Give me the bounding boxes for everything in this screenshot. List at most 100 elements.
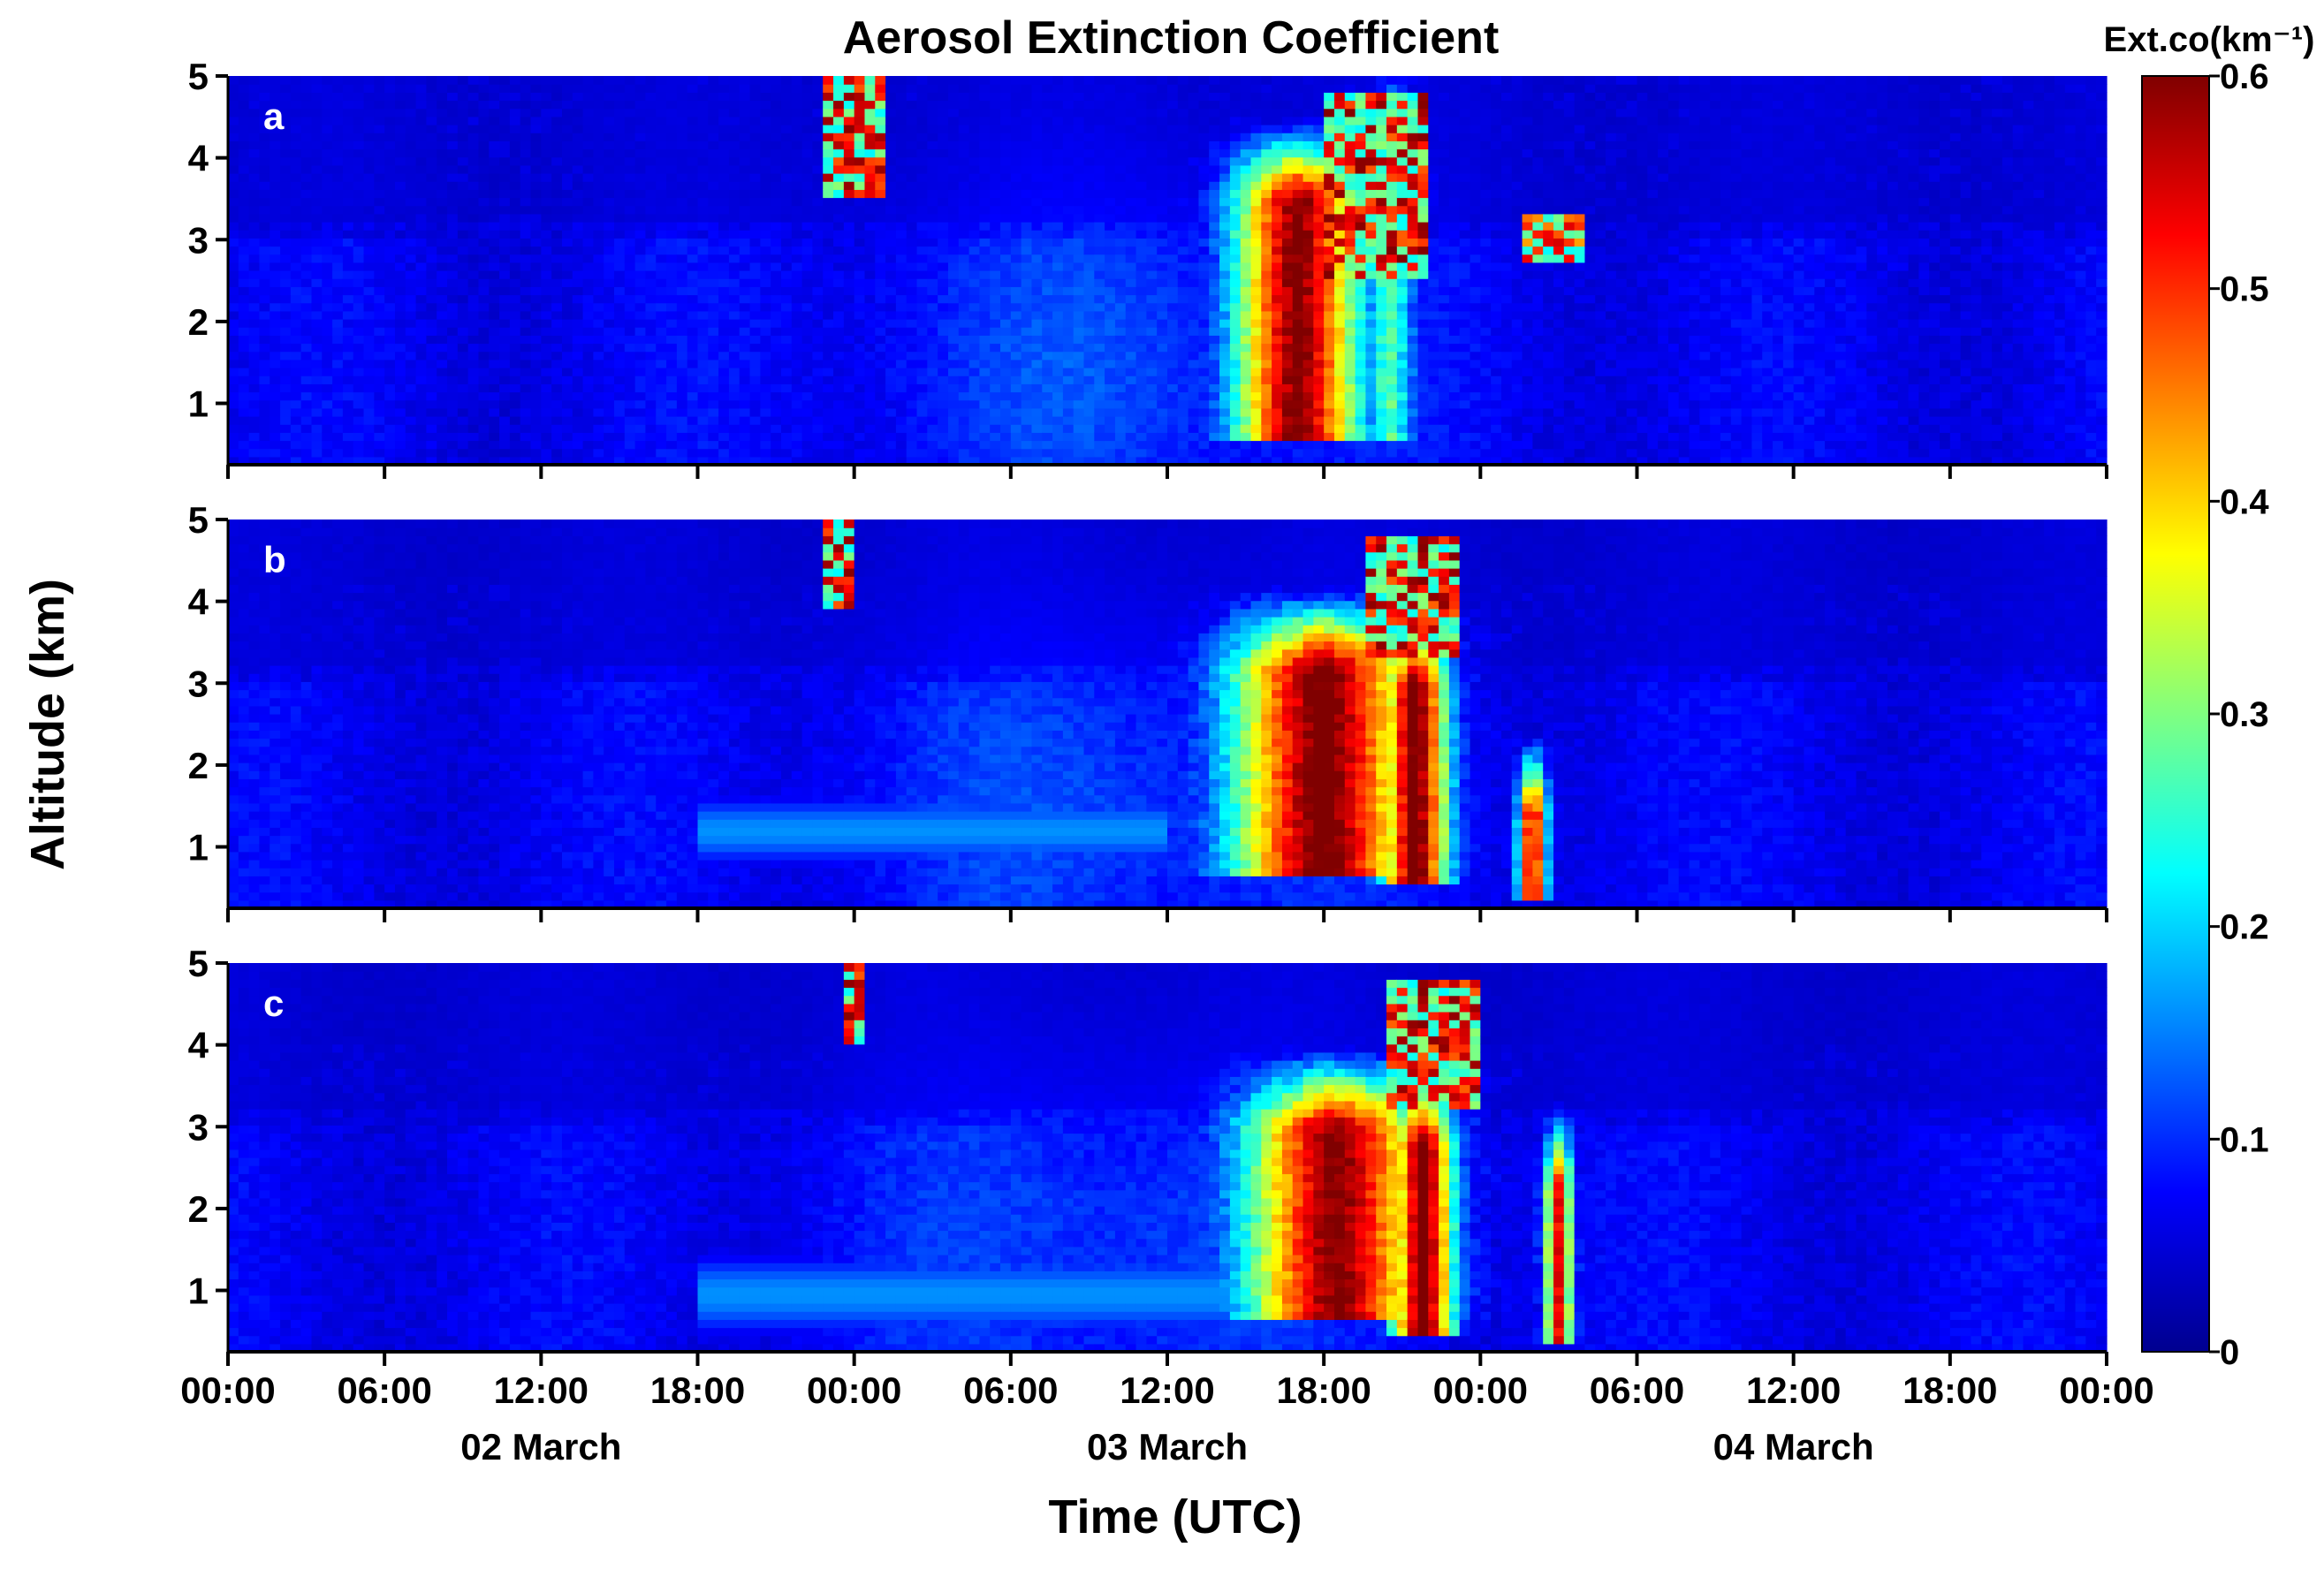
heatmap-cell (1083, 383, 1095, 393)
heatmap-cell (593, 302, 604, 312)
heatmap-cell (708, 133, 719, 141)
heatmap-cell (1177, 270, 1189, 279)
heatmap-cell (1052, 197, 1064, 207)
heatmap-cell (342, 359, 354, 368)
heatmap-cell (541, 254, 552, 263)
heatmap-cell (947, 189, 960, 199)
heatmap-cell (1146, 440, 1158, 450)
heatmap-cell (938, 440, 949, 450)
heatmap-cell (718, 76, 730, 85)
heatmap-cell (708, 108, 719, 118)
heatmap-cell (322, 399, 333, 409)
heatmap-cell (697, 270, 709, 279)
heatmap-cell (499, 343, 511, 353)
heatmap-cell (1135, 343, 1147, 353)
heatmap-cell (259, 432, 270, 442)
heatmap-cell (739, 164, 751, 174)
heatmap-cell (280, 319, 292, 328)
heatmap-cell (833, 100, 845, 110)
heatmap-cell (363, 351, 375, 360)
heatmap-cell (1281, 189, 1294, 199)
heatmap-cell (1261, 92, 1272, 102)
heatmap-cell (791, 238, 803, 247)
heatmap-cell (374, 133, 385, 141)
heatmap-cell (864, 222, 876, 231)
heatmap-cell (530, 456, 542, 466)
heatmap-cell (780, 343, 793, 353)
heatmap-cell (300, 343, 313, 353)
heatmap-cell (645, 148, 657, 158)
heatmap-cell (1021, 125, 1033, 133)
heatmap-cell (728, 173, 740, 182)
heatmap-cell (238, 76, 250, 85)
heatmap-cell (478, 76, 490, 85)
heatmap-cell (1000, 368, 1012, 376)
heatmap-cell (947, 213, 960, 223)
heatmap-cell (823, 432, 834, 442)
heatmap-cell (322, 391, 333, 401)
heatmap-cell (248, 156, 261, 166)
heatmap-cell (478, 125, 490, 133)
heatmap-cell (1229, 92, 1242, 102)
heatmap-cell (614, 270, 626, 279)
heatmap-cell (1031, 319, 1043, 328)
heatmap-cell (666, 343, 678, 353)
heatmap-cell (489, 156, 500, 166)
heatmap-cell (938, 108, 949, 118)
heatmap-cell (561, 383, 573, 393)
heatmap-cell (656, 133, 667, 141)
heatmap-cell (968, 238, 980, 247)
heatmap-cell (780, 156, 793, 166)
heatmap-cell (958, 108, 970, 118)
heatmap-cell (1261, 254, 1272, 263)
heatmap-cell (353, 368, 365, 376)
heatmap-cell (1198, 92, 1210, 102)
heatmap-cell (875, 133, 886, 141)
heatmap-cell (1094, 140, 1105, 150)
heatmap-cell (854, 173, 866, 182)
heatmap-cell (947, 148, 960, 158)
heatmap-cell (1135, 100, 1147, 110)
heatmap-cell (248, 270, 261, 279)
heatmap-cell (1135, 173, 1147, 182)
heatmap-cell (426, 116, 437, 125)
heatmap-cell (1105, 92, 1116, 102)
heatmap-cell (791, 456, 803, 466)
heatmap-cell (1188, 456, 1200, 466)
heatmap-cell (342, 294, 354, 304)
heatmap-cell (280, 173, 292, 182)
heatmap-cell (1105, 335, 1116, 345)
heatmap-cell (1010, 148, 1022, 158)
heatmap-cell (823, 351, 834, 360)
heatmap-cell (228, 116, 239, 125)
heatmap-cell (1229, 238, 1242, 247)
heatmap-cell (582, 262, 594, 271)
heatmap-cell (676, 270, 688, 279)
heatmap-cell (979, 270, 991, 279)
heatmap-cell (280, 351, 292, 360)
heatmap-cell (374, 448, 385, 458)
heatmap-cell (415, 359, 428, 368)
heatmap-cell (467, 173, 480, 182)
heatmap-cell (718, 310, 730, 320)
heatmap-cell (656, 310, 667, 320)
heatmap-cell (656, 230, 667, 239)
heatmap-cell (1292, 286, 1304, 296)
heatmap-cell (437, 125, 448, 133)
heatmap-cell (1031, 197, 1043, 207)
heatmap-cell (1272, 407, 1283, 417)
heatmap-cell (1114, 84, 1127, 93)
heatmap-cell (248, 116, 261, 125)
heatmap-cell (1000, 286, 1012, 296)
heatmap-cell (927, 359, 938, 368)
heatmap-cell (1042, 278, 1053, 287)
heatmap-cell (1188, 116, 1200, 125)
heatmap-cell (259, 84, 270, 93)
heatmap-cell (353, 375, 365, 384)
heatmap-cell (760, 100, 771, 110)
heatmap-cell (1031, 262, 1043, 271)
heatmap-cell (875, 278, 886, 287)
heatmap-cell (624, 278, 636, 287)
heatmap-cell (676, 100, 688, 110)
heatmap-cell (1125, 148, 1137, 158)
